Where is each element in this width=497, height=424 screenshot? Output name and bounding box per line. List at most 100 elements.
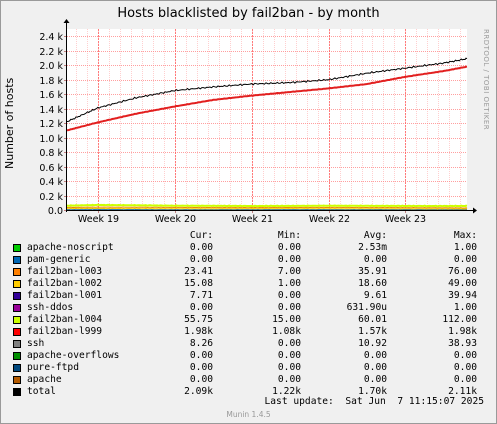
legend-min-value: 1.22k [272,386,301,397]
legend-cur-value: 23.41 [184,266,213,277]
legend-cur-value: 1.98k [184,326,213,337]
legend-series-name: fail2ban-l999 [27,326,103,337]
legend-swatch [13,256,21,264]
legend-avg-value: 9.61 [363,290,387,301]
y-tick-label: 0.6 k [39,163,63,174]
x-tick-label: Week 19 [78,214,119,225]
legend-swatch [13,376,21,384]
legend-series-name: apache-noscript [27,242,114,253]
legend-min-value: 1.08k [272,326,301,337]
legend-series-name: fail2ban-l001 [27,290,103,301]
legend-series-name: pam-generic [27,254,91,265]
legend-max-value: 39.94 [448,290,477,301]
legend-swatch [13,244,21,252]
legend-min-value: 0.00 [277,338,301,349]
legend-swatch [13,364,21,372]
legend-swatch [13,352,21,360]
legend-cur-value: 0.00 [189,242,213,253]
legend-min-value: 1.00 [277,278,301,289]
x-tick-label: Week 23 [385,214,426,225]
legend-swatch [13,304,21,312]
last-update: Last update: Sat Jun 7 11:15:07 2025 [265,396,485,407]
y-tick-label: 1.6 k [39,90,63,101]
munin-version: Munin 1.4.5 [226,410,271,419]
legend-max-value: 0.00 [453,350,477,361]
legend-avg-value: 35.91 [358,266,387,277]
legend-header-min: Min: [277,230,301,241]
legend-max-value: 49.00 [448,278,477,289]
legend-cur-value: 15.08 [184,278,213,289]
legend-min-value: 0.00 [277,290,301,301]
y-tick-label: 1.2 k [39,119,63,130]
y-tick-label: 0.0 [48,206,63,217]
y-tick-label: 0.8 k [39,148,63,159]
y-tick-label: 0.4 k [39,177,63,188]
y-tick-label: 1.4 k [39,105,63,116]
legend-avg-value: 0.00 [363,374,387,385]
x-tick-label: Week 21 [232,214,273,225]
legend-avg-value: 0.00 [363,254,387,265]
legend-min-value: 0.00 [277,254,301,265]
legend-min-value: 15.00 [272,314,301,325]
legend-cur-value: 7.71 [189,290,213,301]
legend-max-value: 0.00 [453,374,477,385]
line-chart: 0.0 0.2 k 0.4 k 0.6 k 0.8 k 1.0 k 1.2 k 1.4 k 1.… [39,19,477,225]
legend-max-value: 2.11k [448,386,477,397]
legend-avg-value: 18.60 [358,278,387,289]
legend-min-value: 0.00 [277,242,301,253]
chart-title: Hosts blacklisted by fail2ban - by month [117,6,380,21]
rrdtool-watermark: RRDTOOL / TOBI OETIKER [482,29,490,131]
legend-header-max: Max: [453,230,477,241]
last-update-value: Sat Jun 7 11:15:07 2025 [345,396,484,407]
legend-series-name: pure-ftpd [27,362,79,373]
y-tick-label: 0.2 k [39,192,63,203]
legend-max-value: 1.00 [453,302,477,313]
legend-series-name: fail2ban-l004 [27,314,103,325]
legend-avg-value: 0.00 [363,350,387,361]
legend-min-value: 0.00 [277,362,301,373]
legend-cur-value: 2.09k [184,386,213,397]
legend-swatch [13,340,21,348]
y-tick-label: 1.8 k [39,76,63,87]
legend-avg-value: 631.90u [346,302,387,313]
legend-avg-value: 1.70k [358,386,387,397]
legend-min-value: 0.00 [277,302,301,313]
legend-avg-value: 0.00 [363,362,387,373]
y-axis-arrow [63,19,70,23]
legend-min-value: 0.00 [277,374,301,385]
x-tick-label: Week 22 [309,214,350,225]
legend-cur-value: 55.75 [184,314,213,325]
legend-swatch [13,328,21,336]
y-tick-label: 1.0 k [39,134,63,145]
x-axis-arrow [473,207,477,214]
legend-cur-value: 0.00 [189,302,213,313]
legend-avg-value: 10.92 [358,338,387,349]
legend-swatch [13,388,21,396]
series-line-fail2ban-l003 [66,206,468,209]
legend-cur-value: 0.00 [189,254,213,265]
legend-max-value: 0.00 [453,254,477,265]
legend-series-name: ssh [27,338,45,349]
legend-series-name: apache [27,374,62,385]
legend-cur-value: 0.00 [189,362,213,373]
legend-header-cur: Cur: [189,230,213,241]
legend-avg-value: 60.01 [358,314,387,325]
legend-min-value: 0.00 [277,350,301,361]
y-tick-label: 2.4 k [39,32,63,43]
series-line-fail2ban-l999 [66,65,468,132]
legend-cur-value: 8.26 [189,338,213,349]
legend-swatch [13,316,21,324]
legend-max-value: 112.00 [442,314,477,325]
legend-series-name: fail2ban-l002 [27,278,103,289]
legend-avg-value: 1.57k [358,326,387,337]
legend-cur-value: 0.00 [189,350,213,361]
y-tick-label: 2.0 k [39,61,63,72]
legend-series-name: apache-overflows [27,350,120,361]
last-update-label: Last update: [264,396,334,407]
series-line-fail2ban-l002 [66,207,468,210]
legend-max-value: 1.98k [448,326,477,337]
legend-swatch [13,280,21,288]
y-tick-label: 2.2 k [39,47,63,58]
legend-max-value: 38.93 [448,338,477,349]
legend-cur-value: 0.00 [189,374,213,385]
